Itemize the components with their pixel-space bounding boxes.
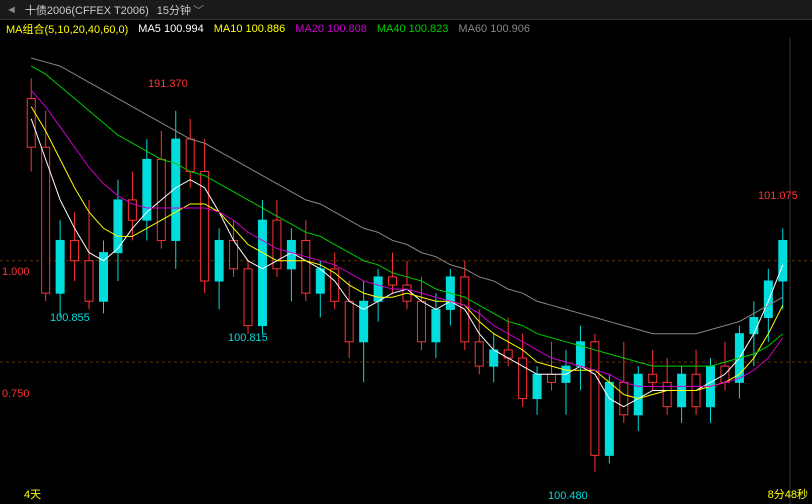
ma-legend-item: MA10 100.886	[214, 23, 286, 35]
ma-legend-item: MA5 100.994	[138, 23, 203, 35]
timeframe-selector[interactable]: 15分钟﹀	[157, 2, 204, 18]
chart-header: ◄ 十债2006(CFFEX T2006) 15分钟﹀	[0, 0, 812, 20]
ma-legend-item: MA40 100.823	[377, 23, 449, 35]
y-axis-label: 0.750	[2, 388, 30, 400]
timeframe-label: 15分钟	[157, 5, 191, 17]
price-annotation: 100.815	[228, 332, 268, 344]
chevron-down-icon: ﹀	[193, 5, 204, 17]
nav-prev-icon[interactable]: ◄	[6, 4, 17, 16]
ma-combo-label: MA组合(5,10,20,40,60,0)	[6, 21, 128, 37]
instrument-title[interactable]: 十债2006(CFFEX T2006)	[25, 2, 149, 18]
price-annotation: 101.075	[758, 190, 798, 202]
price-chart[interactable]: 100.855 100.815 100.480 101.075 4天 8分48秒 19…	[0, 38, 812, 504]
ma-legend: MA组合(5,10,20,40,60,0) MA5 100.994 MA10 100…	[0, 20, 812, 38]
high-price-label: 191.370	[148, 78, 188, 90]
price-annotation: 100.480	[548, 490, 588, 502]
ma-legend-item: MA60 100.906	[458, 23, 530, 35]
ma-legend-item: MA20 100.808	[295, 23, 367, 35]
y-axis-label: 1.000	[2, 266, 30, 278]
footer-duration: 4天	[24, 486, 41, 502]
footer-countdown: 8分48秒	[768, 486, 808, 502]
price-annotation: 100.855	[50, 312, 90, 324]
